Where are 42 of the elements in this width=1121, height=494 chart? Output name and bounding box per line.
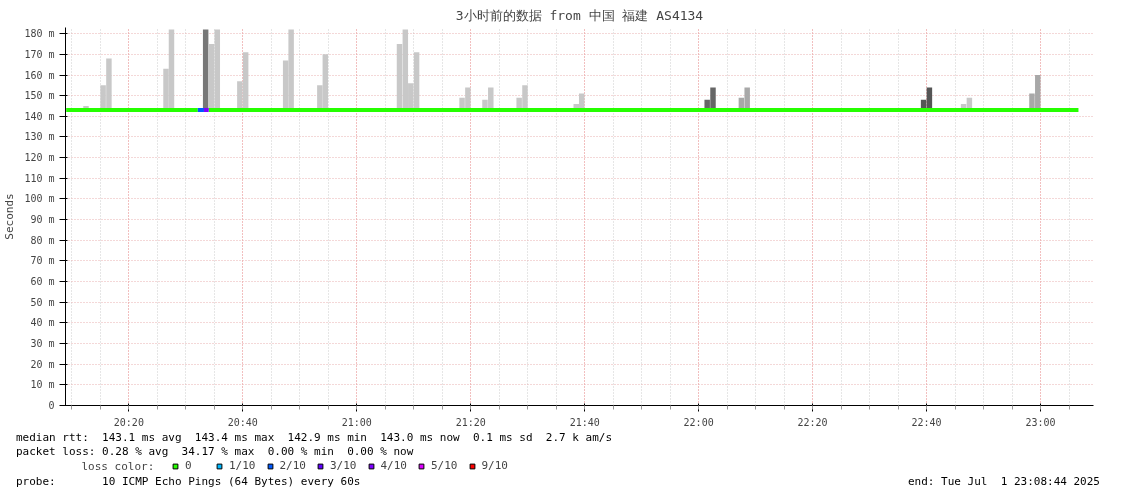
y-tick-label: 60 m xyxy=(30,276,55,288)
x-tick-label: 22:20 xyxy=(797,416,828,428)
x-tick-label: 22:00 xyxy=(683,416,714,428)
text: probe: 10 ICMP Echo Pings (64 Bytes) every 60s xyxy=(16,474,361,490)
x-tick-label: 22:40 xyxy=(911,416,942,428)
legend-title: loss color: xyxy=(81,460,155,473)
legend-label: 1/10 xyxy=(229,459,256,472)
x-tick-label: 23:00 xyxy=(1025,416,1056,428)
x-tick-label: 21:20 xyxy=(455,416,486,428)
y-tick-label: 120 m xyxy=(24,152,55,164)
legend-label: 0 xyxy=(185,459,193,472)
y-tick-label: 30 m xyxy=(30,338,55,350)
text: median rtt: 143.1 ms avg 143.4 ms max 142.9 ms min 143.0 ms now 0.1 ms sd 2.7 k am/s xyxy=(16,430,613,446)
chart-title: 3小时前的数据 from 中国 福建 AS4134 xyxy=(455,7,704,23)
x-tick-label: 20:40 xyxy=(227,416,258,428)
y-tick-label: 140 m xyxy=(24,110,55,122)
y-tick-label: 130 m xyxy=(24,131,55,143)
y-tick-label: 160 m xyxy=(24,69,55,81)
y-tick-label: 70 m xyxy=(30,255,55,267)
text: packet loss: 0.28 % avg 34.17 % max 0.00 % min 0.00 % now xyxy=(16,444,414,460)
y-tick-label: 150 m xyxy=(24,90,55,102)
y-tick-label: 10 m xyxy=(30,379,55,391)
y-tick-label: 110 m xyxy=(24,172,55,184)
y-tick-label: 90 m xyxy=(30,214,55,226)
x-tick-label: 21:40 xyxy=(569,416,600,428)
legend-label: 5/10 xyxy=(431,459,458,472)
y-tick-label: 180 m xyxy=(24,28,55,40)
legend-label: 2/10 xyxy=(279,459,306,472)
y-tick-label: 40 m xyxy=(30,317,55,329)
y-tick-label: 80 m xyxy=(30,234,55,246)
y-tick-label: 170 m xyxy=(24,48,55,60)
legend-label: 4/10 xyxy=(380,459,407,472)
y-tick-label: 50 m xyxy=(30,296,55,308)
y-tick-label: 0 xyxy=(48,400,55,411)
legend-label: 3/10 xyxy=(330,459,357,472)
text: end: Tue Jul 1 23:08:44 2025 xyxy=(907,474,1100,490)
y-tick-label: 100 m xyxy=(24,193,55,205)
y-tick-label: 20 m xyxy=(30,358,55,370)
legend-label: 9/10 xyxy=(481,459,508,472)
x-tick-label: 20:20 xyxy=(113,416,144,428)
x-tick-label: 21:00 xyxy=(341,416,372,428)
y-axis-title: Seconds xyxy=(3,193,17,240)
